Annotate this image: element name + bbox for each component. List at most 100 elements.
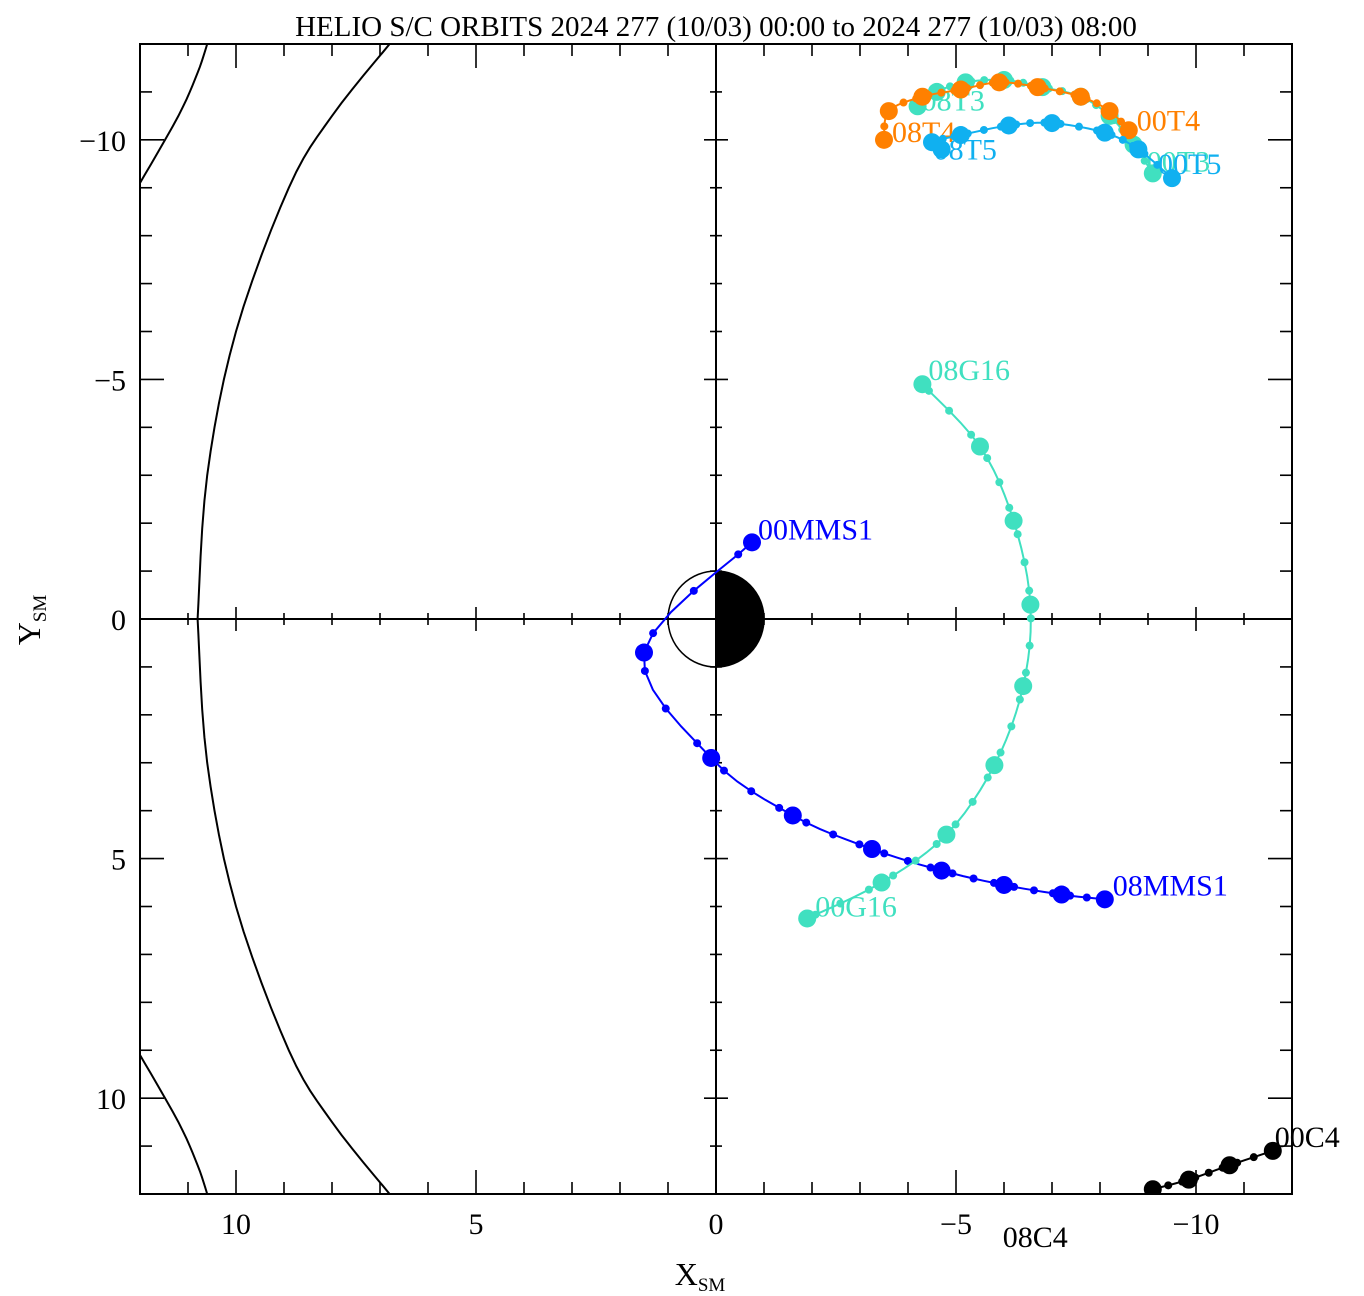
orbit-minor-dot [983, 773, 992, 782]
orbit-minor-dot [1082, 893, 1091, 902]
orbit-hour-point [1028, 78, 1047, 97]
orbit-minor-dot [693, 739, 702, 748]
orbit-minor-dot [937, 88, 946, 97]
plot-axes: 10 5 0 −5 −10 −10 −5 0 5 10 [79, 43, 1293, 1241]
orbit-minor-dot [1005, 503, 1014, 512]
orbit-minor-dot [1249, 1153, 1258, 1162]
bow-shock-line [140, 44, 209, 184]
orbit-minor-dot [829, 830, 838, 839]
chart-title: HELIO S/C ORBITS 2024 277 (10/03) 00:00 … [295, 11, 1137, 43]
x-tick-label: −5 [940, 1208, 972, 1241]
orbit-hour-point [1021, 595, 1040, 614]
orbit-minor-dot [1026, 614, 1035, 623]
orbit-series: 00MMS108MMS100G1608G1600T308T300T408T400… [635, 70, 1340, 1254]
orbit-minor-dot [640, 666, 649, 675]
orbit-minor-dot [926, 863, 935, 872]
orbit-hour-point [985, 756, 1004, 775]
orbit-minor-dot [1025, 586, 1034, 595]
orbit-track: 00G16 08G16 [798, 354, 1040, 928]
orbit-track: 00T5 08T5 [923, 114, 1221, 188]
orbit-minor-dot [661, 704, 670, 713]
y-tick-label: 5 [111, 844, 126, 877]
orbit-minor-dot [932, 839, 941, 848]
orbit-minor-dot [1140, 156, 1149, 165]
orbit-hour-point [1220, 1156, 1239, 1175]
orbit-hour-point [913, 87, 932, 106]
orbit-end-label: 08T5 [934, 133, 997, 166]
orbit-start-label: 00C4 [1275, 1121, 1340, 1154]
orbit-hour-point [913, 375, 932, 394]
orbit-hour-point [1179, 1170, 1198, 1189]
orbit-hour-point [879, 102, 898, 121]
orbit-track: 00MMS1 08MMS1 [635, 513, 1228, 909]
orbit-minor-dot [995, 478, 1004, 487]
orbit-minor-dot [1164, 1181, 1173, 1190]
x-tick-label: 0 [709, 1208, 724, 1241]
orbit-minor-dot [969, 874, 978, 883]
orbit-hour-point [951, 126, 970, 145]
magnetopause-line [196, 44, 391, 620]
orbit-hour-point [1095, 123, 1114, 142]
orbit-minor-dot [996, 748, 1005, 757]
orbit-start-label: 00MMS1 [758, 513, 873, 546]
orbit-minor-dot [911, 856, 920, 865]
orbit-minor-dot [802, 818, 811, 827]
x-tick-label: 10 [221, 1208, 251, 1241]
orbit-hour-point [1071, 87, 1090, 106]
orbit-track: 00C4 08C4 [1003, 1121, 1340, 1254]
orbit-hour-point [798, 909, 817, 928]
orbit-minor-dot [945, 406, 954, 415]
orbit-minor-dot [1055, 87, 1064, 96]
orbit-minor-dot [649, 629, 658, 638]
orbit-hour-point [743, 533, 761, 552]
orbit-start-label: 00G16 [815, 890, 897, 923]
orbit-minor-dot [951, 820, 960, 829]
orbit-minor-dot [836, 899, 845, 908]
orbit-minor-dot [719, 766, 728, 775]
orbit-minor-dot [1025, 641, 1034, 650]
orbit-minor-dot [855, 840, 864, 849]
y-tick-label: 10 [96, 1083, 126, 1116]
orbit-hour-point [1100, 102, 1119, 121]
orbit-hour-point [1043, 114, 1061, 133]
orbit-minor-dot [1118, 135, 1127, 144]
orbit-end-label: 08C4 [1003, 1221, 1068, 1254]
orbit-minor-dot [1075, 122, 1083, 131]
orbit-start-label: 00T5 [1158, 148, 1221, 181]
orbit-minor-dot [903, 856, 912, 865]
orbit-end-label: 08MMS1 [1113, 869, 1228, 902]
magnetopause-line [196, 618, 391, 1194]
orbit-minor-dot [1007, 722, 1016, 731]
y-tick-label: 0 [111, 604, 126, 637]
orbit-minor-dot [864, 885, 873, 894]
orbit-minor-dot [1030, 886, 1038, 895]
orbit-hour-point [990, 73, 1009, 92]
orbit-minor-dot [1013, 530, 1022, 539]
orbit-hour-point [1163, 169, 1181, 188]
y-axis-label: YSM [11, 595, 51, 646]
orbit-hour-point [1004, 511, 1023, 530]
orbit-hour-point [1014, 677, 1033, 696]
orbit-minor-dot [880, 849, 889, 858]
orbit-hour-point [995, 875, 1013, 894]
orbit-hour-point [875, 130, 893, 149]
bow-shock-line [140, 1054, 209, 1194]
orbit-minor-dot [967, 430, 976, 439]
orbit-hour-point [937, 825, 956, 844]
orbit-minor-dot [775, 803, 784, 812]
orbit-hour-point [932, 140, 951, 159]
orbit-start-label: 00T4 [1137, 104, 1200, 137]
orbit-minor-dot [1020, 558, 1029, 567]
orbit-hour-point [999, 116, 1018, 135]
orbit-hour-point [1143, 1180, 1162, 1194]
orbit-minor-dot [1026, 119, 1035, 128]
orbit-hour-point [1052, 885, 1071, 904]
orbit-minor-dot [889, 871, 898, 880]
orbit-minor-dot [1204, 1168, 1213, 1177]
orbit-minor-dot [976, 81, 984, 90]
orbit-minor-dot [983, 454, 992, 463]
x-axis-label: XSM [675, 1256, 726, 1296]
y-tick-label: −10 [79, 125, 126, 158]
